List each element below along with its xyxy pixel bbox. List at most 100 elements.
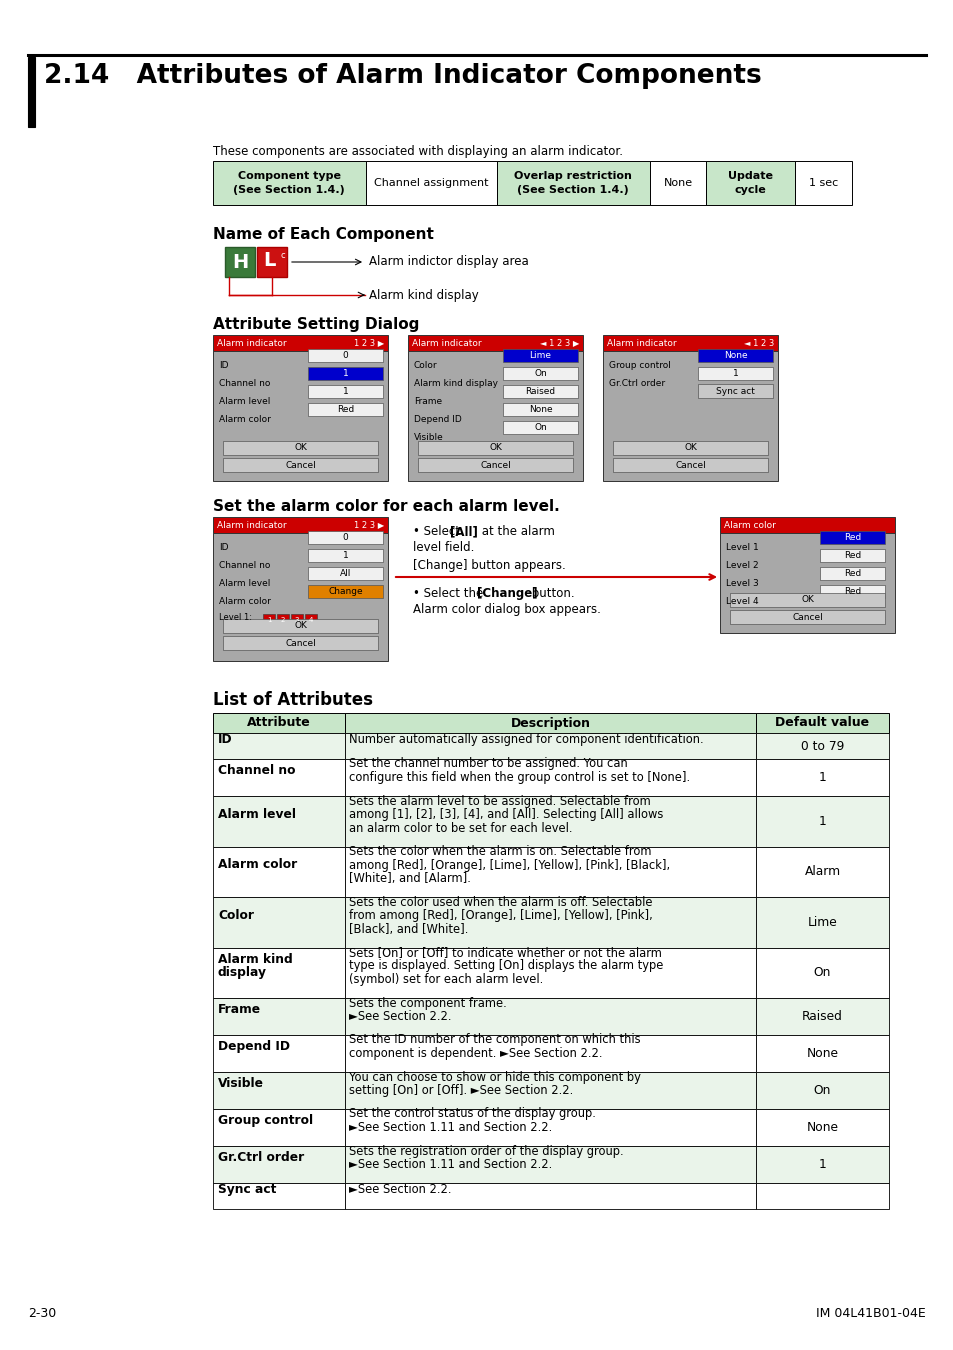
Text: Overlap restriction: Overlap restriction: [514, 171, 632, 181]
Text: L: L: [262, 251, 274, 270]
Bar: [213, 161, 365, 205]
Text: Level 1: Level 1: [725, 543, 758, 552]
Text: at the alarm: at the alarm: [477, 525, 555, 539]
Bar: [502, 404, 578, 416]
Text: These components are associated with displaying an alarm indicator.: These components are associated with dis…: [213, 144, 622, 158]
Text: H: H: [232, 252, 248, 271]
Text: Sets the color when the alarm is on. Selectable from: Sets the color when the alarm is on. Sel…: [349, 845, 651, 859]
Text: 2.14   Attributes of Alarm Indicator Components: 2.14 Attributes of Alarm Indicator Compo…: [44, 63, 760, 89]
Text: Alarm indicator: Alarm indicator: [412, 339, 481, 347]
Text: Number automatically assigned for component identification.: Number automatically assigned for compon…: [349, 733, 703, 745]
Bar: [213, 1035, 345, 1072]
Text: Set the alarm color for each alarm level.: Set the alarm color for each alarm level…: [213, 500, 559, 514]
Bar: [345, 713, 756, 733]
Text: Level 1:: Level 1:: [219, 613, 252, 622]
Bar: [308, 367, 382, 379]
Text: [Black], and [White].: [Black], and [White].: [349, 922, 468, 936]
Bar: [720, 517, 894, 533]
Text: ◄ 1 2 3 ▶: ◄ 1 2 3 ▶: [539, 339, 578, 347]
Text: Alarm level: Alarm level: [218, 809, 295, 821]
Bar: [602, 335, 778, 351]
Bar: [756, 1183, 888, 1210]
Bar: [820, 549, 884, 562]
Text: 0: 0: [342, 351, 348, 360]
Bar: [345, 733, 756, 759]
Text: Alarm indicator: Alarm indicator: [216, 521, 286, 529]
Text: Alarm color dialog box appears.: Alarm color dialog box appears.: [413, 603, 600, 616]
Bar: [502, 350, 578, 362]
Text: Visible: Visible: [218, 1077, 264, 1091]
Bar: [308, 567, 382, 580]
Text: On: On: [534, 369, 546, 378]
Bar: [820, 585, 884, 598]
Text: Sets the alarm level to be assigned. Selectable from: Sets the alarm level to be assigned. Sel…: [349, 795, 650, 807]
Bar: [365, 161, 497, 205]
Text: Set the channel number to be assigned. You can: Set the channel number to be assigned. Y…: [349, 757, 627, 771]
Bar: [213, 896, 345, 948]
Text: Color: Color: [414, 360, 437, 370]
Text: [Change]: [Change]: [476, 587, 537, 599]
Bar: [256, 247, 287, 277]
Bar: [225, 247, 254, 277]
Text: 2: 2: [280, 617, 285, 622]
Bar: [345, 1146, 756, 1183]
Text: Change: Change: [328, 587, 362, 595]
Text: Red: Red: [843, 533, 861, 541]
Text: All: All: [339, 568, 351, 578]
Text: • Select the: • Select the: [413, 587, 486, 599]
Text: Channel assignment: Channel assignment: [374, 178, 488, 188]
Text: On: On: [813, 1084, 830, 1098]
Text: ►See Section 2.2.: ►See Section 2.2.: [349, 1010, 452, 1023]
Text: Gr.Ctrl order: Gr.Ctrl order: [608, 379, 664, 387]
Text: ►See Section 1.11 and Section 2.2.: ►See Section 1.11 and Section 2.2.: [349, 1158, 552, 1170]
Text: 1: 1: [342, 551, 348, 560]
Bar: [602, 351, 778, 481]
Text: 1: 1: [342, 387, 348, 396]
Bar: [213, 998, 345, 1035]
Text: Frame: Frame: [414, 397, 441, 406]
Text: Cancel: Cancel: [791, 613, 822, 621]
Text: Sets the color used when the alarm is off. Selectable: Sets the color used when the alarm is of…: [349, 895, 652, 909]
Text: On: On: [534, 423, 546, 432]
Bar: [305, 614, 316, 625]
Bar: [729, 593, 884, 608]
Bar: [756, 896, 888, 948]
Bar: [291, 614, 303, 625]
Text: (See Section 1.4.): (See Section 1.4.): [517, 185, 629, 194]
Text: 0 to 79: 0 to 79: [800, 740, 843, 752]
Text: ►See Section 2.2.: ►See Section 2.2.: [349, 1183, 452, 1196]
Bar: [213, 948, 345, 998]
Bar: [820, 531, 884, 544]
Text: Cancel: Cancel: [675, 460, 705, 470]
Text: Channel no: Channel no: [218, 764, 295, 778]
Bar: [213, 733, 345, 759]
Bar: [502, 421, 578, 433]
Text: 0: 0: [342, 533, 348, 541]
Bar: [408, 351, 582, 481]
Text: Level 4: Level 4: [725, 597, 758, 606]
Bar: [223, 636, 377, 649]
Text: Component type: Component type: [237, 171, 340, 181]
Text: [White], and [Alarm].: [White], and [Alarm].: [349, 872, 471, 886]
Text: 4: 4: [309, 617, 313, 622]
Bar: [502, 367, 578, 379]
Bar: [345, 1183, 756, 1210]
Text: component is dependent. ►See Section 2.2.: component is dependent. ►See Section 2.2…: [349, 1048, 602, 1060]
Text: ID: ID: [219, 543, 229, 552]
Bar: [756, 759, 888, 796]
Bar: [345, 1108, 756, 1146]
Text: display: display: [218, 967, 267, 979]
Text: 1: 1: [732, 369, 738, 378]
Text: 3: 3: [294, 617, 299, 622]
Bar: [263, 614, 274, 625]
Text: ►See Section 1.11 and Section 2.2.: ►See Section 1.11 and Section 2.2.: [349, 1120, 552, 1134]
Text: None: None: [805, 1048, 838, 1060]
Text: [All]: [All]: [450, 525, 477, 539]
Bar: [345, 846, 756, 896]
Text: Sync act: Sync act: [716, 386, 754, 396]
Bar: [345, 1072, 756, 1108]
Text: Alarm kind display: Alarm kind display: [414, 379, 497, 387]
Text: Visible: Visible: [414, 433, 443, 441]
Bar: [698, 383, 772, 398]
Text: You can choose to show or hide this component by: You can choose to show or hide this comp…: [349, 1071, 640, 1084]
